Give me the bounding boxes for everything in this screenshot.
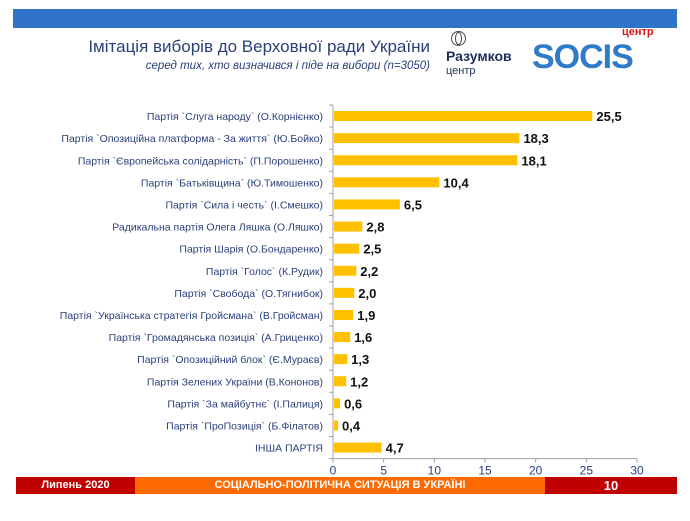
value-label: 10,4	[443, 175, 469, 190]
footer-date: Липень 2020	[16, 477, 135, 494]
value-label: 2,5	[363, 242, 381, 257]
value-label: 18,3	[523, 131, 548, 146]
chart-subtitle: серед тих, хто визначився і піде на вибо…	[145, 60, 430, 72]
value-label: 2,0	[358, 286, 376, 301]
category-label: Партія `За майбутнє` (І.Палиця)	[167, 398, 323, 410]
category-label: Партія Зелених України (В.Кононов)	[147, 376, 323, 388]
socis-logo-sub: центр	[622, 26, 654, 38]
bar	[334, 199, 400, 210]
globe-icon	[451, 31, 466, 46]
category-label: ІНША ПАРТІЯ	[255, 443, 323, 455]
category-label: Партія `Слуга народу` (О.Корнієнко)	[147, 111, 323, 123]
value-label: 2,2	[360, 264, 378, 279]
x-tick-label: 10	[428, 464, 442, 478]
value-label: 2,8	[366, 220, 384, 235]
footer-section: СОЦІАЛЬНО-ПОЛІТИЧНА СИТУАЦІЯ В УКРАЇНІ	[135, 477, 545, 494]
bar	[334, 398, 341, 409]
value-label: 4,7	[386, 441, 404, 456]
bar	[334, 243, 360, 254]
bar	[334, 177, 440, 188]
bar	[334, 420, 339, 431]
category-label: Партія `Опозиційний блок` (Є.Мураєв)	[137, 354, 323, 366]
value-label: 6,5	[404, 197, 422, 212]
bar	[334, 287, 355, 298]
page-number: 10	[545, 477, 677, 494]
x-tick-label: 5	[380, 464, 387, 478]
category-label: Партія `Європейська солідарність` (П.Пор…	[78, 155, 323, 167]
bar	[334, 332, 351, 343]
value-label: 25,5	[596, 109, 621, 124]
bar	[334, 442, 382, 453]
category-label: Радикальна партія Олега Ляшка (О.Ляшко)	[112, 222, 323, 234]
chart-title: Імітація виборів до Верховної ради Украї…	[88, 37, 430, 56]
category-label: Партія `Українська стратегія Гройсмана` …	[60, 310, 323, 322]
category-label: Партія Шарія (О.Бондаренко)	[179, 244, 323, 256]
bar	[334, 354, 348, 365]
value-label: 18,1	[521, 153, 546, 168]
value-label: 1,3	[351, 352, 369, 367]
razumkov-logo-sub: центр	[446, 65, 476, 77]
category-label: Партія `ПроПозиція` (Б.Філатов)	[166, 420, 323, 432]
bar	[334, 155, 518, 166]
value-label: 0,4	[342, 418, 361, 433]
category-label: Партія `Свобода` (О.Тягнибок)	[174, 288, 323, 300]
razumkov-logo: Разумков	[446, 48, 512, 64]
category-label: Партія `Опозиційна платформа - За життя`…	[61, 133, 323, 145]
value-label: 1,6	[354, 330, 372, 345]
bar	[334, 221, 363, 232]
x-tick-label: 20	[529, 464, 543, 478]
socis-logo: SOCIS	[532, 38, 634, 76]
x-tick-label: 25	[580, 464, 594, 478]
x-tick-label: 15	[478, 464, 492, 478]
top-banner	[13, 9, 677, 28]
bar	[334, 111, 593, 122]
x-tick-label: 0	[330, 464, 337, 478]
value-label: 1,9	[357, 308, 375, 323]
value-label: 0,6	[344, 396, 362, 411]
bar	[334, 309, 354, 320]
category-label: Партія `Голос` (К.Рудик)	[206, 266, 323, 278]
bar	[334, 376, 347, 387]
category-label: Партія `Громадянська позиція` (А.Гриценк…	[109, 332, 323, 344]
value-label: 1,2	[350, 374, 368, 389]
category-label: Партія `Сила і честь` (І.Смешко)	[165, 199, 323, 211]
bar	[334, 265, 357, 276]
bar	[334, 133, 520, 144]
category-label: Партія `Батьківщина` (Ю.Тимошенко)	[141, 177, 323, 189]
x-tick-label: 30	[630, 464, 644, 478]
